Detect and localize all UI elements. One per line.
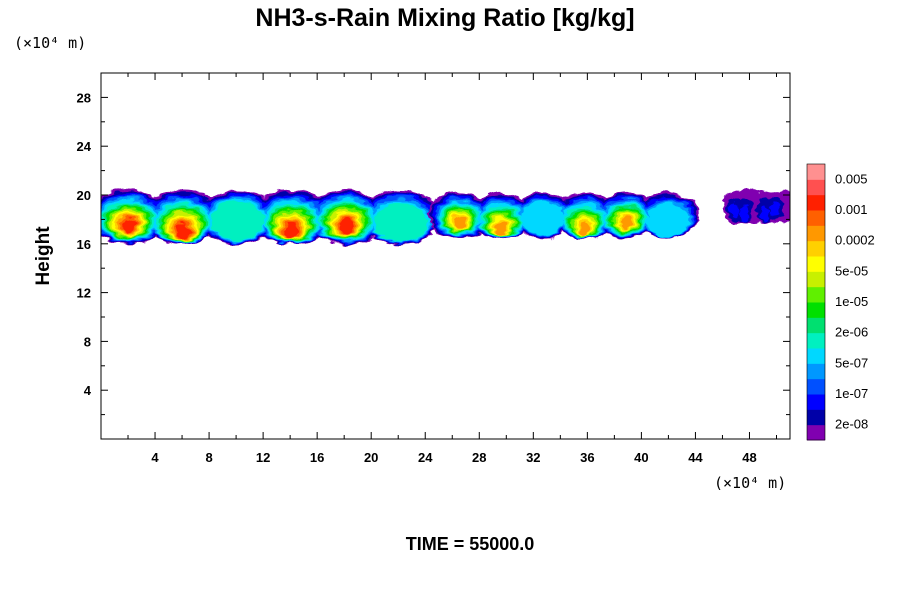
colorbar-label: 0.001 xyxy=(835,202,868,217)
colorbar-label: 5e-05 xyxy=(835,263,868,278)
contour-band xyxy=(453,216,466,230)
colorbar-swatch xyxy=(807,240,825,257)
time-label: TIME = 55000.0 xyxy=(406,534,535,554)
y-tick-label: 28 xyxy=(77,90,91,105)
colorbar-swatch xyxy=(807,317,825,334)
plot-frame xyxy=(100,72,791,440)
colorbar-swatch xyxy=(807,378,825,395)
contour-band xyxy=(121,218,136,234)
y-axis-label: Height xyxy=(33,226,54,286)
contour-band xyxy=(175,223,190,239)
colorbar-swatch xyxy=(807,363,825,380)
colorbar-swatch xyxy=(807,225,825,242)
x-tick-label: 28 xyxy=(472,450,486,465)
colorbar-swatch xyxy=(807,302,825,318)
colorbar-label: 1e-07 xyxy=(835,386,868,401)
colorbar-swatch xyxy=(807,179,825,196)
y-tick-label: 20 xyxy=(77,188,91,203)
contour-band xyxy=(729,202,740,218)
colorbar-swatch xyxy=(807,194,825,211)
contour-band xyxy=(769,202,780,218)
contour-band xyxy=(646,203,690,237)
colorbar-label: 1e-05 xyxy=(835,294,868,309)
colorbar-legend: 2e-08 1e-07 5e-07 2e-06 1e-05 5e-05 0.0002 0.00… xyxy=(806,163,875,441)
chart-title: NH3-s-Rain Mixing Ratio [kg/kg] xyxy=(255,4,634,32)
contour-band xyxy=(739,205,750,222)
y-axis: 4 8 12 16 20 24 28 xyxy=(77,90,790,416)
x-tick-label: 36 xyxy=(580,450,594,465)
x-tick-label: 12 xyxy=(256,450,270,465)
colorbar-label: 2e-06 xyxy=(835,325,868,340)
y-tick-label: 16 xyxy=(77,237,91,252)
y-tick-label: 24 xyxy=(77,139,92,154)
x-tick-label: 24 xyxy=(418,450,433,465)
x-tick-label: 44 xyxy=(688,450,703,465)
contour-band xyxy=(620,216,632,230)
contour-band xyxy=(284,223,299,239)
contour-band xyxy=(521,201,565,236)
colorbar-swatch xyxy=(807,332,825,349)
colorbar-swatch xyxy=(807,424,825,441)
colorbar-swatch xyxy=(807,164,825,180)
colorbar-swatch xyxy=(807,286,825,303)
contour-band xyxy=(374,203,427,243)
colorbar-swatch xyxy=(807,409,825,426)
x-tick-label: 32 xyxy=(526,450,540,465)
x-tick-label: 4 xyxy=(151,450,159,465)
y-tick-label: 4 xyxy=(84,383,92,398)
contour-band xyxy=(578,221,591,235)
contour-field xyxy=(101,189,790,245)
y-tick-label: 8 xyxy=(84,334,91,349)
contour-band xyxy=(759,205,770,222)
contour-band xyxy=(495,221,507,235)
contour-band xyxy=(210,201,264,241)
x-tick-label: 20 xyxy=(364,450,378,465)
x-tick-label: 48 xyxy=(742,450,756,465)
colorbar-label: 0.005 xyxy=(835,171,868,186)
x-unit-label: (×10⁴ m) xyxy=(714,474,786,492)
colorbar-label: 2e-08 xyxy=(835,417,868,432)
colorbar-label: 0.0002 xyxy=(835,233,875,248)
colorbar-swatch xyxy=(807,256,825,272)
y-tick-label: 12 xyxy=(77,286,91,301)
x-tick-label: 40 xyxy=(634,450,648,465)
colorbar-swatch xyxy=(807,271,825,288)
colorbar-frame xyxy=(806,163,826,441)
colorbar-swatch xyxy=(807,210,825,226)
x-tick-label: 16 xyxy=(310,450,324,465)
colorbar-label: 5e-07 xyxy=(835,355,868,370)
y-unit-label: (×10⁴ m) xyxy=(14,34,86,52)
contour-band xyxy=(339,218,354,234)
colorbar-swatch xyxy=(807,348,825,364)
x-tick-label: 8 xyxy=(205,450,212,465)
colorbar-swatch xyxy=(807,394,825,410)
x-axis: 4 8 12 16 20 24 28 32 36 40 44 48 xyxy=(127,73,777,465)
